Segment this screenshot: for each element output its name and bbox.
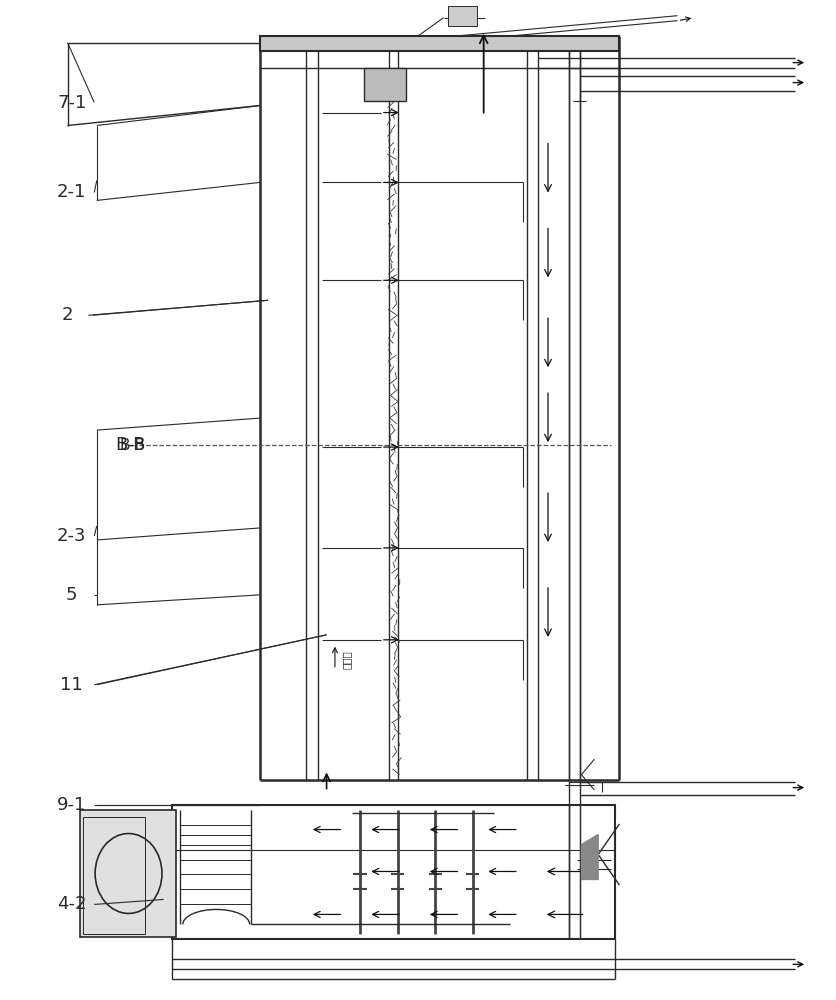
Bar [364,68,405,101]
Bar [171,805,614,939]
Text: 7-1: 7-1 [57,94,86,112]
Bar [80,810,176,937]
Text: 11: 11 [60,676,83,694]
Text: 循环风: 循环风 [341,650,351,669]
Polygon shape [581,835,598,879]
Text: 2: 2 [62,306,74,324]
Text: 2-3: 2-3 [57,527,86,545]
Text: 9-1: 9-1 [57,796,86,814]
Text: B-B: B-B [120,438,145,453]
Text: 5: 5 [66,586,78,604]
Text: B-B: B-B [115,436,145,454]
Bar [83,817,145,934]
Bar [447,6,477,26]
Text: 2-1: 2-1 [57,183,86,201]
Text: 4-2: 4-2 [57,895,86,913]
Bar [259,36,619,51]
